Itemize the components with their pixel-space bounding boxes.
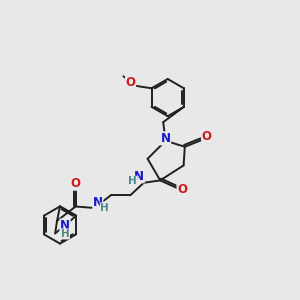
Text: H: H bbox=[100, 203, 109, 213]
Text: O: O bbox=[70, 177, 81, 190]
Text: H: H bbox=[128, 176, 137, 186]
Text: H: H bbox=[61, 229, 69, 239]
Text: N: N bbox=[60, 219, 70, 232]
Text: N: N bbox=[134, 170, 144, 183]
Text: O: O bbox=[177, 183, 187, 196]
Text: N: N bbox=[160, 132, 171, 145]
Text: N: N bbox=[93, 196, 103, 209]
Text: O: O bbox=[202, 130, 212, 143]
Text: O: O bbox=[126, 76, 136, 89]
